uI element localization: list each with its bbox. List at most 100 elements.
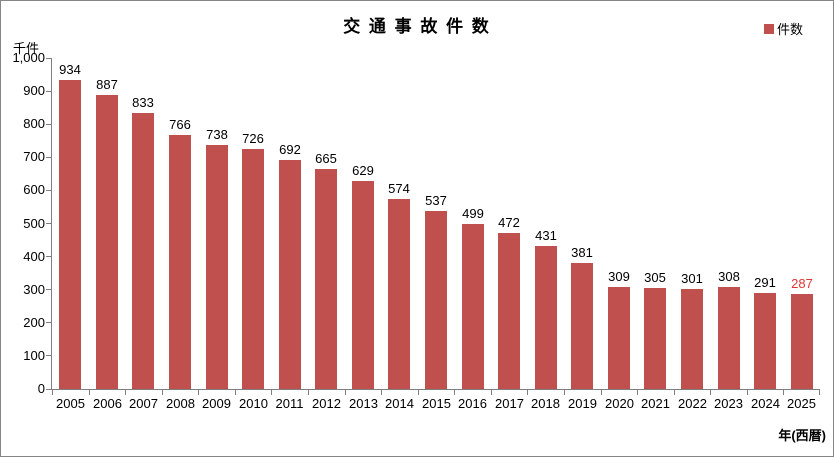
y-tick-label: 600 — [23, 182, 45, 198]
bar-value-label: 499 — [462, 206, 484, 221]
x-tick-label: 2013 — [349, 396, 378, 411]
bar — [644, 288, 666, 389]
x-tick-mark — [345, 390, 346, 395]
bar-value-label: 472 — [498, 215, 520, 230]
bar — [206, 145, 228, 389]
x-tick-mark — [52, 390, 53, 395]
bar — [169, 135, 191, 389]
bar — [498, 233, 520, 389]
y-tick-label: 900 — [23, 83, 45, 99]
x-tick-label: 2005 — [56, 396, 85, 411]
x-tick-label: 2009 — [202, 396, 231, 411]
y-tick-mark — [46, 90, 51, 92]
x-tick-label: 2007 — [129, 396, 158, 411]
bar-value-label: 309 — [608, 269, 630, 284]
bar — [718, 287, 740, 389]
x-tick-mark — [125, 390, 126, 395]
bar — [242, 149, 264, 389]
x-tick-mark — [235, 390, 236, 395]
x-tick-label: 2016 — [458, 396, 487, 411]
x-tick-mark — [418, 390, 419, 395]
y-tick-mark — [46, 156, 51, 158]
bar — [352, 181, 374, 389]
bar — [681, 289, 703, 389]
legend-label: 件数 — [776, 22, 803, 37]
y-tick-mark — [46, 189, 51, 191]
x-tick-mark — [601, 390, 602, 395]
x-tick-mark — [308, 390, 309, 395]
y-tick-label: 300 — [23, 281, 45, 297]
legend-marker-icon — [763, 23, 774, 34]
y-tick-label: 500 — [23, 215, 45, 231]
bar-value-label: 287 — [791, 276, 813, 291]
x-tick-mark — [783, 390, 784, 395]
x-tick-label: 2015 — [422, 396, 451, 411]
x-tick-label: 2010 — [239, 396, 268, 411]
x-tick-mark — [564, 390, 565, 395]
bar-value-label: 934 — [59, 62, 81, 77]
x-tick-label: 2022 — [678, 396, 707, 411]
bar-value-label: 887 — [96, 77, 118, 92]
y-tick-mark — [46, 256, 51, 258]
x-tick-mark — [381, 390, 382, 395]
y-axis-title: 千件 — [13, 41, 40, 56]
x-tick-mark — [162, 390, 163, 395]
x-tick-label: 2014 — [385, 396, 414, 411]
y-tick-label: 1,000 — [12, 50, 45, 65]
x-tick-label: 2021 — [641, 396, 670, 411]
x-tick-label: 2020 — [605, 396, 634, 411]
y-tick-label: 0 — [37, 381, 45, 396]
bar — [388, 199, 410, 389]
bar-value-label: 833 — [132, 95, 154, 110]
bar — [608, 287, 630, 389]
y-tick-mark — [46, 388, 51, 390]
x-tick-label: 2008 — [166, 396, 195, 411]
bar-value-label: 301 — [681, 271, 703, 286]
bar — [571, 263, 593, 389]
bar — [535, 246, 557, 389]
x-tick-mark — [674, 390, 675, 395]
bar-value-label: 381 — [571, 245, 593, 260]
bar-value-label: 766 — [169, 117, 191, 132]
x-tick-label: 2017 — [495, 396, 524, 411]
bar — [132, 113, 154, 389]
x-tick-mark — [271, 390, 272, 395]
x-tick-label: 2006 — [93, 396, 122, 411]
x-tick-mark — [89, 390, 90, 395]
bar-value-label: 431 — [535, 228, 557, 243]
x-tick-mark — [491, 390, 492, 395]
y-tick-label: 700 — [23, 149, 45, 165]
bar — [59, 80, 81, 389]
bar-value-label: 629 — [352, 163, 374, 178]
x-tick-mark — [819, 390, 820, 395]
y-tick-mark — [46, 123, 51, 125]
bar-value-label: 738 — [206, 127, 228, 142]
plot-area: 0 100 200 300 400 500 600 700 800 900 1,000 934 2005… — [12, 51, 820, 411]
x-tick-label: 2024 — [751, 396, 780, 411]
legend: 件数 — [763, 19, 803, 38]
bar — [315, 169, 337, 389]
y-tick-mark — [46, 289, 51, 291]
y-tick-mark — [46, 322, 51, 324]
y-tick-label: 200 — [23, 314, 45, 330]
bar — [279, 160, 301, 389]
x-tick-mark — [454, 390, 455, 395]
x-tick-label: 2012 — [312, 396, 341, 411]
x-tick-mark — [198, 390, 199, 395]
bar — [425, 211, 447, 389]
x-axis-title: 年(西暦) — [778, 428, 826, 443]
x-tick-mark — [527, 390, 528, 395]
bar — [754, 293, 776, 389]
bar-value-label: 692 — [279, 142, 301, 157]
bar-value-label: 537 — [425, 193, 447, 208]
y-tick-mark — [46, 223, 51, 224]
bar — [791, 294, 813, 389]
x-tick-label: 2023 — [714, 396, 743, 411]
bar — [462, 224, 484, 389]
x-tick-mark — [637, 390, 638, 395]
y-tick-mark — [46, 355, 51, 357]
y-tick-label: 400 — [23, 248, 45, 264]
chart-title: 交 通 事 故 件 数 — [343, 17, 491, 36]
bar-value-label: 574 — [388, 181, 410, 196]
